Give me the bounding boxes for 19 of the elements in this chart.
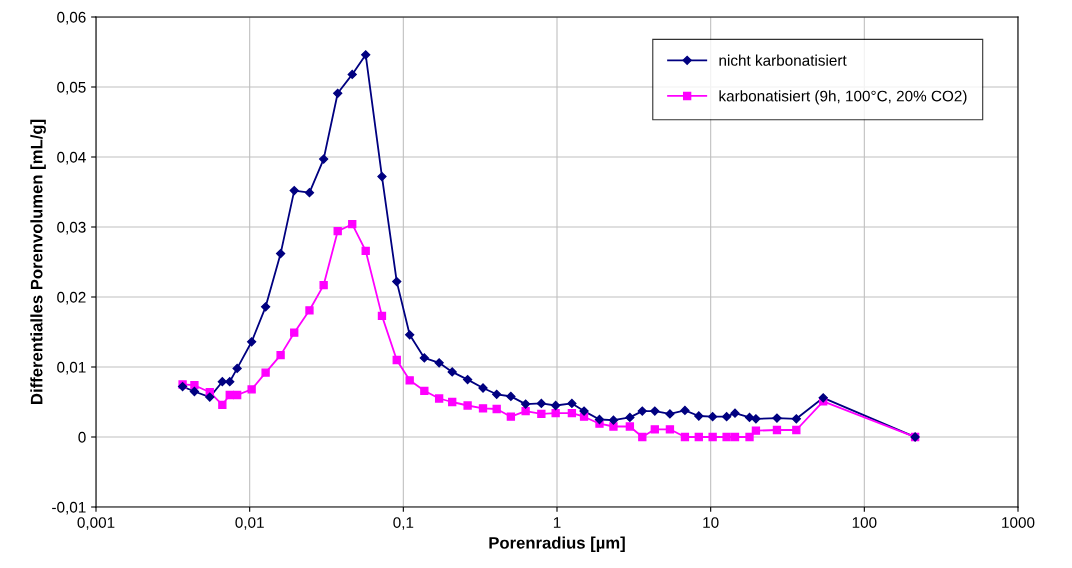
y-axis-title: Differentialles Porenvolumen [mL/g] bbox=[30, 119, 46, 404]
y-tick-label: 0,03 bbox=[57, 221, 86, 235]
y-tick-label: 0 bbox=[78, 431, 86, 443]
x-tick-label: 0,001 bbox=[77, 517, 115, 530]
y-tick-label: 0,05 bbox=[57, 81, 86, 95]
legend-label: karbonatisiert (9h, 100°C, 20% CO2) bbox=[719, 90, 967, 105]
y-tick-label: 0,01 bbox=[57, 361, 86, 375]
x-tick-label: 0,01 bbox=[235, 517, 264, 530]
x-tick-label: 0,1 bbox=[393, 517, 414, 530]
x-tick-label: 1000 bbox=[1002, 517, 1035, 528]
legend-label: nicht karbonatisiert bbox=[719, 54, 847, 66]
x-tick-label: 10 bbox=[703, 517, 719, 528]
y-tick-label: 0,06 bbox=[57, 11, 86, 25]
y-tick-label: 0,02 bbox=[57, 291, 86, 305]
x-tick-label: 1 bbox=[553, 517, 561, 528]
x-axis-title: Porenradius [µm] bbox=[489, 536, 625, 553]
y-tick-label: 0,04 bbox=[57, 151, 86, 165]
x-tick-label: 100 bbox=[852, 517, 877, 528]
y-tick-label: -0,01 bbox=[52, 501, 86, 515]
